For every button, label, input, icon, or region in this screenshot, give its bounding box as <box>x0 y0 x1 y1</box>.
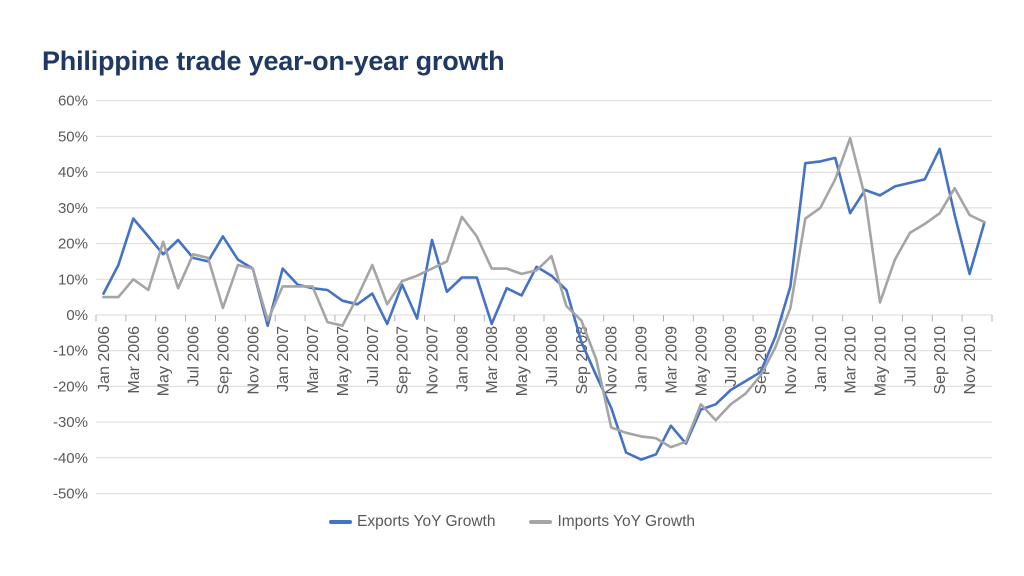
svg-text:10%: 10% <box>58 271 88 288</box>
legend-label-exports: Exports YoY Growth <box>357 513 496 530</box>
svg-text:Sep 2008: Sep 2008 <box>574 326 591 395</box>
legend-item-imports: Imports YoY Growth <box>529 513 695 531</box>
svg-text:Mar 2010: Mar 2010 <box>843 326 860 394</box>
svg-text:60%: 60% <box>58 93 88 110</box>
svg-text:Jan 2008: Jan 2008 <box>454 326 471 392</box>
svg-text:Sep 2009: Sep 2009 <box>753 326 770 395</box>
svg-text:0%: 0% <box>66 307 88 324</box>
svg-text:May 2006: May 2006 <box>156 326 173 396</box>
svg-text:40%: 40% <box>58 164 88 181</box>
svg-text:-20%: -20% <box>53 378 88 395</box>
chart-title: Philippine trade year-on-year growth <box>42 46 505 76</box>
svg-text:May 2009: May 2009 <box>693 326 710 396</box>
svg-text:May 2007: May 2007 <box>335 326 352 396</box>
svg-text:-40%: -40% <box>53 450 88 467</box>
svg-text:Jul 2007: Jul 2007 <box>365 326 382 387</box>
svg-text:Jan 2007: Jan 2007 <box>275 326 292 392</box>
imports-line-swatch-icon <box>529 520 553 524</box>
svg-text:May 2008: May 2008 <box>514 326 531 396</box>
chart-legend: Exports YoY Growth Imports YoY Growth <box>0 513 1024 531</box>
svg-text:Jul 2006: Jul 2006 <box>186 326 203 387</box>
svg-text:Mar 2006: Mar 2006 <box>126 326 143 394</box>
svg-text:-10%: -10% <box>53 343 88 360</box>
svg-text:Jan 2006: Jan 2006 <box>96 326 113 392</box>
svg-text:Jan 2010: Jan 2010 <box>813 326 830 392</box>
legend-label-imports: Imports YoY Growth <box>557 513 695 530</box>
svg-text:Sep 2010: Sep 2010 <box>932 326 949 395</box>
legend-item-exports: Exports YoY Growth <box>329 513 495 531</box>
svg-text:Jul 2009: Jul 2009 <box>723 326 740 387</box>
svg-text:Nov 2007: Nov 2007 <box>425 326 442 395</box>
svg-text:Nov 2008: Nov 2008 <box>604 326 621 395</box>
svg-text:Sep 2007: Sep 2007 <box>395 326 412 395</box>
svg-text:20%: 20% <box>58 236 88 253</box>
svg-text:50%: 50% <box>58 128 88 145</box>
svg-text:Mar 2007: Mar 2007 <box>305 326 322 394</box>
svg-text:-50%: -50% <box>53 486 88 503</box>
svg-text:Jul 2010: Jul 2010 <box>902 326 919 387</box>
svg-text:Mar 2009: Mar 2009 <box>663 326 680 394</box>
svg-text:May 2010: May 2010 <box>873 326 890 396</box>
svg-text:30%: 30% <box>58 200 88 217</box>
svg-text:-30%: -30% <box>53 414 88 431</box>
exports-line-swatch-icon <box>329 520 352 524</box>
svg-text:Jul 2008: Jul 2008 <box>544 326 561 387</box>
svg-text:Nov 2009: Nov 2009 <box>783 326 800 395</box>
svg-text:Mar 2008: Mar 2008 <box>484 326 501 394</box>
svg-text:Nov 2010: Nov 2010 <box>962 326 979 395</box>
svg-text:Nov 2006: Nov 2006 <box>245 326 262 395</box>
svg-text:Sep 2006: Sep 2006 <box>215 326 232 395</box>
svg-text:Jan 2009: Jan 2009 <box>634 326 651 392</box>
